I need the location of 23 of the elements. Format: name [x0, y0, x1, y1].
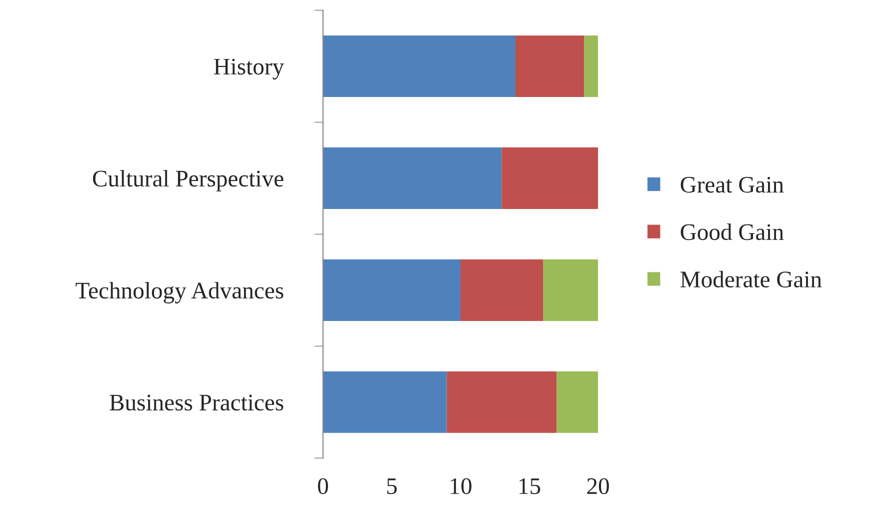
- y-tick-label: Cultural Perspective: [92, 170, 284, 192]
- x-tick-label: 0: [318, 478, 328, 494]
- bar: [543, 259, 598, 321]
- bar: [323, 35, 516, 98]
- bar: [460, 259, 544, 321]
- bar: [584, 35, 598, 98]
- y-tick-label: Business Practices: [110, 394, 284, 411]
- bar: [502, 147, 598, 209]
- y-tick-label: History: [214, 58, 284, 80]
- legend-label: Good Gain: [680, 223, 784, 240]
- x-tick-label: 20: [587, 478, 609, 494]
- x-tick-label: 15: [520, 478, 540, 494]
- y-tick-label: Technology Advances: [76, 282, 284, 304]
- bar: [323, 371, 447, 433]
- x-tick-label: 5: [387, 478, 397, 494]
- legend-label: Moderate Gain: [680, 270, 822, 288]
- bar: [556, 371, 598, 433]
- legend-label: Great Gain: [680, 176, 784, 193]
- bar: [323, 259, 461, 321]
- x-tick-label: 10: [450, 478, 472, 494]
- bar: [323, 147, 502, 209]
- bar: [516, 35, 584, 98]
- bar: [446, 371, 557, 433]
